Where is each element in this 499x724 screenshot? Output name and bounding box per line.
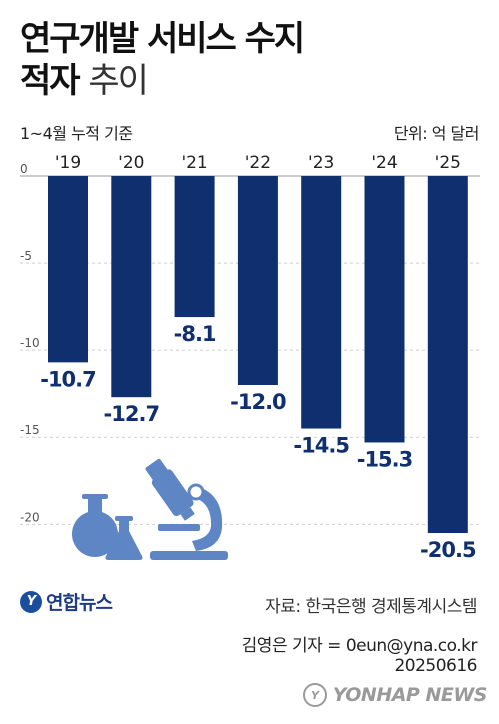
yonhap-logo-icon: Y bbox=[20, 590, 42, 613]
credit: 김영은 기자 = 0eun@yna.co.kr 20250616 bbox=[241, 636, 478, 676]
yonhap-watermark: Y YONHAP NEWS bbox=[302, 683, 488, 707]
y-tick-label: -20 bbox=[20, 510, 40, 524]
chart-title: 연구개발 서비스 수지 적자 추이 bbox=[20, 18, 305, 102]
bar bbox=[174, 176, 215, 318]
bar bbox=[427, 176, 468, 534]
bar bbox=[301, 176, 342, 429]
watermark-logo-icon: Y bbox=[302, 683, 327, 707]
x-tick-label: '22 bbox=[245, 153, 271, 173]
labels-layer: '19 -10.7 '20 -12.7 '21 -8.1 '22 -12.0 '23 -14.5 '… bbox=[38, 153, 479, 564]
bar bbox=[237, 176, 278, 385]
watermark-text: YONHAP NEWS bbox=[332, 684, 488, 706]
x-tick-label: '21 bbox=[181, 153, 207, 173]
data-label: -12.7 bbox=[104, 402, 160, 426]
reporter-credit: 김영은 기자 = 0eun@yna.co.kr bbox=[241, 636, 478, 656]
data-label: -15.3 bbox=[357, 447, 413, 471]
publish-date: 20250616 bbox=[394, 656, 477, 676]
data-label: -14.5 bbox=[293, 434, 349, 458]
y-tick-label: -5 bbox=[20, 249, 32, 263]
y-tick-label: 0 bbox=[20, 162, 28, 176]
bar bbox=[111, 176, 152, 398]
bar bbox=[364, 176, 405, 443]
y-tick-label: -15 bbox=[20, 423, 40, 437]
title-bold: 적자 bbox=[20, 61, 81, 101]
data-label: -10.7 bbox=[40, 367, 96, 391]
unit-note: 단위: 억 달러 bbox=[393, 124, 480, 143]
bars-layer bbox=[48, 176, 468, 534]
data-label: -20.5 bbox=[420, 538, 476, 562]
yonhap-brand: Y 연합뉴스 bbox=[20, 588, 113, 615]
basis-note: 1~4월 누적 기준 bbox=[20, 124, 133, 143]
brand-name: 연합뉴스 bbox=[46, 592, 113, 614]
x-tick-label: '24 bbox=[371, 153, 397, 173]
bar bbox=[48, 176, 88, 363]
data-label: -12.0 bbox=[230, 390, 286, 414]
title-light: 추이 bbox=[88, 61, 149, 101]
x-tick-label: '23 bbox=[308, 153, 334, 173]
x-tick-label: '25 bbox=[435, 153, 461, 173]
data-label: -8.1 bbox=[174, 322, 216, 346]
title-line-1: 연구개발 서비스 수지 bbox=[20, 19, 305, 59]
title-line-2: 적자 추이 bbox=[20, 60, 303, 102]
x-tick-label: '20 bbox=[118, 153, 144, 173]
y-tick-label: -10 bbox=[20, 336, 40, 350]
x-tick-label: '19 bbox=[55, 153, 81, 173]
lab-illustration bbox=[72, 458, 228, 560]
data-source: 자료: 한국은행 경제통계시스템 bbox=[265, 597, 477, 617]
